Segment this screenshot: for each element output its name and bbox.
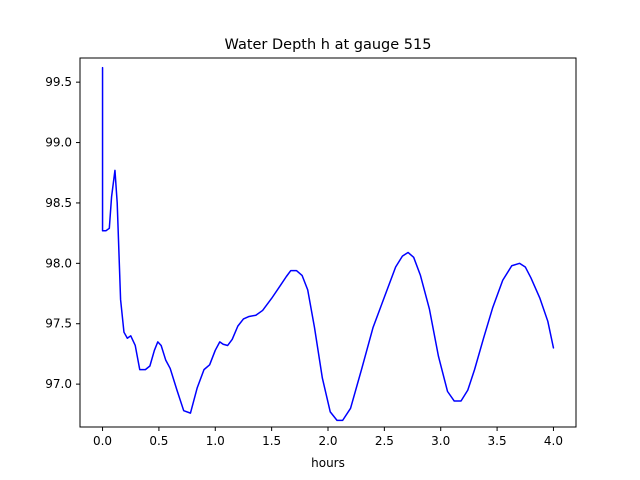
y-tick-label: 99.5 — [45, 75, 72, 89]
x-tick-label: 3.5 — [488, 434, 507, 448]
y-tick-label: 97.0 — [45, 377, 72, 391]
x-tick-label: 1.5 — [262, 434, 281, 448]
x-axis-label: hours — [311, 456, 345, 470]
y-tick-label: 99.0 — [45, 136, 72, 150]
x-tick-label: 2.0 — [318, 434, 337, 448]
x-tick-label: 1.0 — [206, 434, 225, 448]
x-tick-label: 2.5 — [375, 434, 394, 448]
x-tick-label: 4.0 — [544, 434, 563, 448]
x-tick-label: 0.5 — [149, 434, 168, 448]
plot-area — [101, 66, 555, 422]
series-line-0 — [101, 66, 555, 422]
x-tick-label: 3.0 — [431, 434, 450, 448]
x-tick-label: 0.0 — [93, 434, 112, 448]
y-tick-label: 98.5 — [45, 196, 72, 210]
chart-title: Water Depth h at gauge 515 — [225, 37, 432, 53]
y-tick-label: 97.5 — [45, 317, 72, 331]
y-tick-label: 98.0 — [45, 256, 72, 270]
